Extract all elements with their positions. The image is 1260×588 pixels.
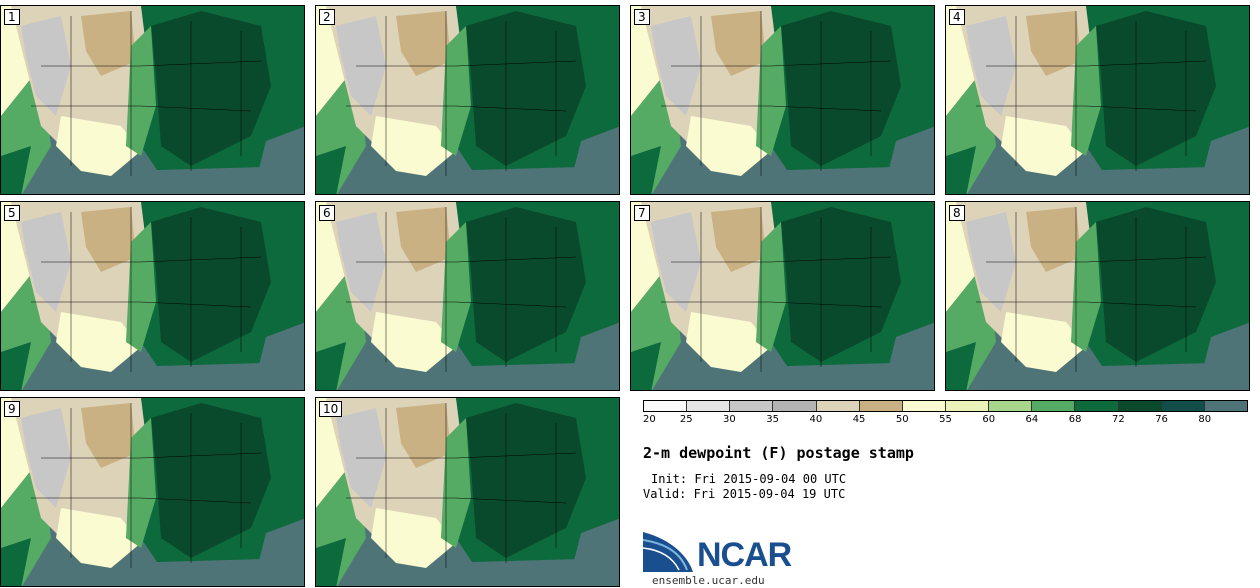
colorbar-segment	[1204, 401, 1247, 411]
colorbar-segment	[945, 401, 990, 411]
colorbar-segment	[902, 401, 946, 411]
stamp-number: 6	[319, 205, 335, 221]
ncar-logo-icon	[643, 532, 693, 572]
colorbar-segment	[644, 401, 688, 411]
colorbar-segment	[989, 401, 1033, 411]
dewpoint-map	[316, 6, 619, 194]
dewpoint-map	[1, 202, 304, 390]
colorbar-tick-label: 30	[723, 414, 736, 425]
site-url[interactable]: ensemble.ucar.edu	[652, 574, 765, 587]
colorbar-segment	[773, 401, 817, 411]
colorbar-tick-label: 72	[1111, 414, 1125, 425]
colorbar-tick-label: 60	[982, 414, 996, 425]
colorbar-tick-label: 76	[1155, 414, 1168, 425]
dewpoint-map	[631, 202, 934, 390]
colorbar-segment	[687, 401, 731, 411]
colorbar-segment	[1161, 401, 1205, 411]
ncar-logo-text: NCAR	[697, 536, 792, 574]
colorbar-tick-label: 55	[939, 414, 952, 425]
stamp-number: 9	[4, 401, 20, 417]
colorbar-segment	[1075, 401, 1119, 411]
dewpoint-map	[946, 202, 1249, 390]
stamp-number: 8	[949, 205, 965, 221]
colorbar-tick-label: 40	[809, 414, 823, 425]
colorbar-tick-label: 45	[852, 414, 866, 425]
colorbar	[643, 400, 1248, 412]
dewpoint-map	[631, 6, 934, 194]
map-stamp-1: 1	[0, 5, 305, 195]
figure-title: 2-m dewpoint (F) postage stamp	[643, 444, 914, 462]
init-time: Init: Fri 2015-09-04 00 UTC	[651, 472, 847, 486]
dewpoint-map	[1, 6, 304, 194]
map-stamp-7: 7	[630, 201, 935, 391]
map-stamp-3: 3	[630, 5, 935, 195]
colorbar-tick-label: 80	[1198, 414, 1212, 425]
map-stamp-10: 10	[315, 397, 620, 587]
colorbar-tick-label: 50	[895, 414, 909, 425]
map-stamp-8: 8	[945, 201, 1250, 391]
colorbar-segment	[1032, 401, 1076, 411]
dewpoint-map	[316, 202, 619, 390]
colorbar-tick-label: 25	[679, 414, 693, 425]
stamp-number: 7	[634, 205, 650, 221]
map-stamp-4: 4	[945, 5, 1250, 195]
colorbar-labels: 20 25 30 35 40 45 50 55 60 64 68 72 76 80	[643, 414, 1248, 428]
stamp-number: 4	[949, 9, 965, 25]
stamp-number: 2	[319, 9, 335, 25]
map-stamp-5: 5	[0, 201, 305, 391]
dewpoint-map	[316, 398, 619, 586]
colorbar-segment	[816, 401, 860, 411]
colorbar-tick-label: 35	[766, 414, 780, 425]
colorbar-segment	[859, 401, 903, 411]
colorbar-tick-label: 64	[1025, 414, 1039, 425]
map-stamp-2: 2	[315, 5, 620, 195]
stamp-number: 3	[634, 9, 650, 25]
dewpoint-map	[1, 398, 304, 586]
colorbar-segment	[730, 401, 774, 411]
valid-time: Valid: Fri 2015-09-04 19 UTC	[643, 487, 846, 501]
map-stamp-6: 6	[315, 201, 620, 391]
stamp-number: 1	[4, 9, 20, 25]
stamp-number: 5	[4, 205, 20, 221]
colorbar-tick-label: 20	[643, 414, 656, 425]
dewpoint-map	[946, 6, 1249, 194]
colorbar-tick-label: 68	[1068, 414, 1082, 425]
map-stamp-9: 9	[0, 397, 305, 587]
colorbar-segment	[1118, 401, 1162, 411]
stamp-number: 10	[319, 401, 343, 417]
